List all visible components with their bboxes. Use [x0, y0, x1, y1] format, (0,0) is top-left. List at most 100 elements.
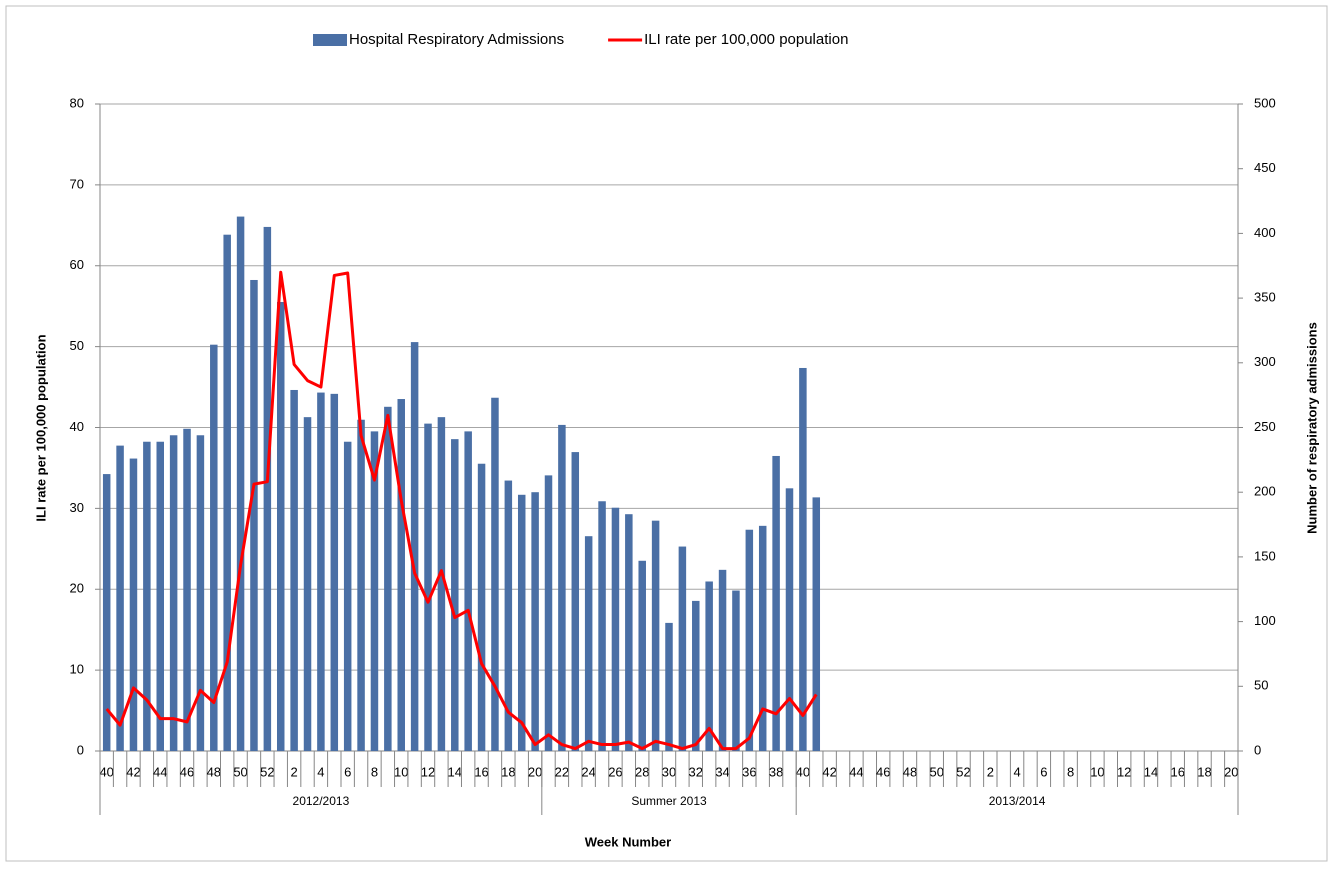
bar [464, 431, 472, 751]
bar [317, 392, 325, 751]
bar [625, 514, 633, 751]
x-tick-label: 50 [930, 764, 944, 779]
y2-tick-label: 0 [1254, 742, 1261, 757]
bar [156, 441, 164, 751]
bar [196, 435, 205, 751]
y2-axis-title: Number of respiratory admissions [1304, 322, 1319, 534]
bar [143, 441, 151, 751]
x-tick-label: 6 [344, 764, 351, 779]
x-tick-label: 6 [1040, 764, 1047, 779]
y2-tick-label: 150 [1254, 548, 1276, 563]
bar [276, 301, 285, 751]
x-tick-label: 32 [689, 764, 703, 779]
x-tick-label: 24 [581, 764, 595, 779]
bar [370, 431, 379, 751]
y2-tick-label: 400 [1254, 225, 1276, 240]
x-tick-label: 2 [987, 764, 994, 779]
x-tick-label: 20 [1224, 764, 1238, 779]
x-tick-label: 18 [501, 764, 515, 779]
bar [692, 600, 700, 751]
bar [223, 234, 231, 752]
bar [718, 569, 727, 751]
x-tick-label: 30 [662, 764, 676, 779]
x-tick-label: 50 [233, 764, 247, 779]
bar [812, 497, 821, 751]
bar [745, 529, 754, 751]
x-tick-label: 12 [1117, 764, 1131, 779]
bar [183, 428, 191, 751]
bar [517, 494, 526, 751]
x-tick-label: 38 [769, 764, 783, 779]
x-tick-label: 42 [126, 764, 140, 779]
x-tick-label: 42 [822, 764, 836, 779]
x-tick-label: 28 [635, 764, 649, 779]
bar [651, 520, 660, 751]
bar [303, 417, 312, 751]
y-tick-label: 50 [70, 338, 84, 353]
bar [169, 435, 178, 751]
x-tick-label: 52 [260, 764, 274, 779]
bar [384, 406, 392, 751]
x-tick-label: 10 [1090, 764, 1104, 779]
x-tick-label: 44 [849, 764, 863, 779]
x-tick-label: 22 [555, 764, 569, 779]
x-tick-label: 44 [153, 764, 167, 779]
bar [665, 622, 673, 751]
x-tick-label: 16 [474, 764, 488, 779]
y-tick-label: 10 [70, 662, 84, 677]
bar [210, 344, 218, 751]
x-tick-label: 48 [207, 764, 221, 779]
x-tick-label: 46 [180, 764, 194, 779]
y-tick-label: 30 [70, 500, 84, 515]
y-tick-label: 60 [70, 257, 84, 272]
x-tick-label: 46 [876, 764, 890, 779]
legend-label: Hospital Respiratory Admissions [349, 31, 564, 48]
y-tick-label: 0 [77, 742, 84, 757]
bar [437, 417, 446, 751]
x-tick-label: 16 [1171, 764, 1185, 779]
bar [531, 492, 539, 751]
y-tick-label: 70 [70, 176, 84, 191]
bar [584, 536, 593, 751]
bar [102, 474, 111, 751]
x-tick-label: 20 [528, 764, 542, 779]
bar [598, 501, 606, 751]
y2-tick-label: 300 [1254, 354, 1276, 369]
bar [343, 441, 352, 751]
x-tick-label: 10 [394, 764, 408, 779]
legend-label: ILI rate per 100,000 population [644, 31, 848, 48]
y2-tick-label: 450 [1254, 160, 1276, 175]
x-tick-label: 48 [903, 764, 917, 779]
x-axis-title: Week Number [585, 834, 671, 849]
bar [705, 581, 713, 751]
bar [330, 393, 339, 751]
x-tick-label: 36 [742, 764, 756, 779]
y2-tick-label: 250 [1254, 419, 1276, 434]
group-label: 2012/2013 [293, 794, 350, 808]
y-tick-label: 40 [70, 419, 84, 434]
x-tick-label: 12 [421, 764, 435, 779]
bar [504, 480, 513, 751]
x-tick-label: 18 [1197, 764, 1211, 779]
bar [451, 439, 459, 751]
bar [491, 397, 499, 751]
bar [772, 455, 780, 751]
y-tick-label: 20 [70, 581, 84, 596]
y2-tick-label: 100 [1254, 613, 1276, 628]
bar [236, 216, 245, 751]
bar [410, 342, 419, 751]
y2-tick-label: 50 [1254, 678, 1268, 693]
bar [129, 458, 138, 751]
x-tick-label: 40 [99, 764, 113, 779]
x-tick-label: 4 [1013, 764, 1020, 779]
x-tick-label: 8 [1067, 764, 1074, 779]
x-tick-label: 2 [291, 764, 298, 779]
bar [678, 546, 687, 751]
bar [732, 590, 740, 751]
bar [477, 463, 486, 751]
bar [397, 399, 405, 751]
bar [611, 507, 620, 751]
y-tick-label: 80 [70, 95, 84, 110]
bar [357, 419, 365, 751]
